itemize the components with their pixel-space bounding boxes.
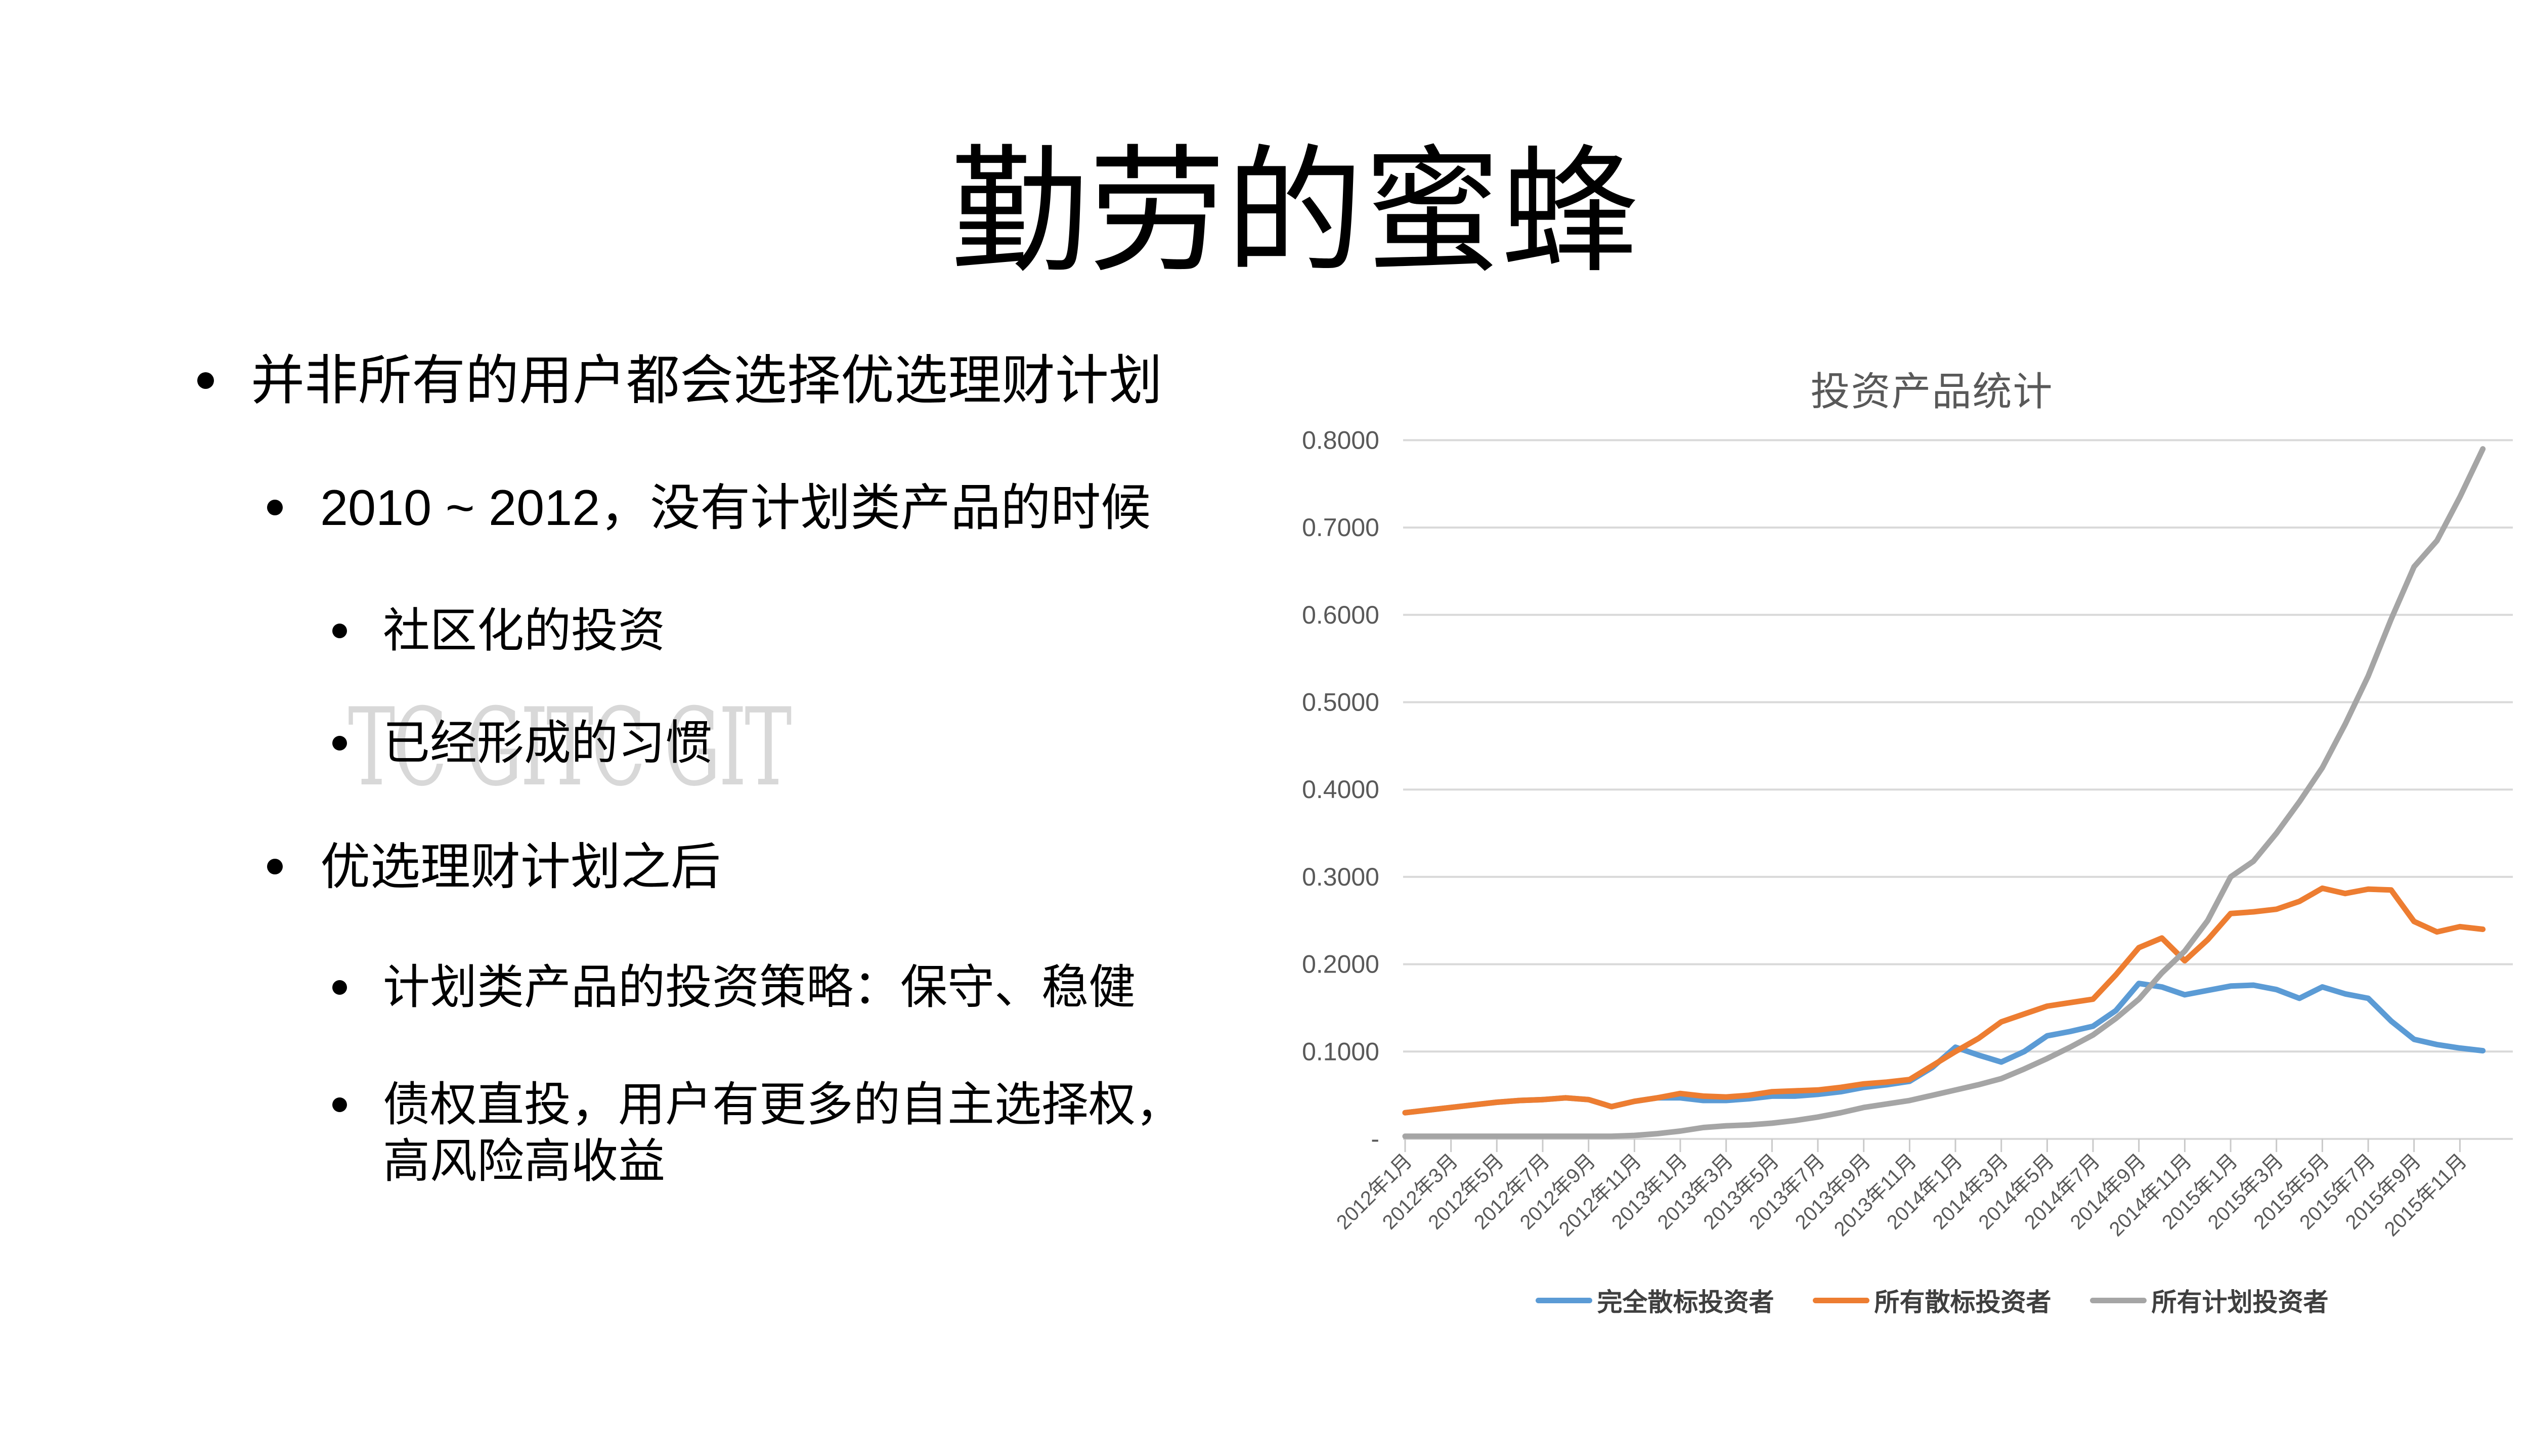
- legend-label: 所有计划投资者: [2151, 1288, 2329, 1316]
- y-axis-label: 0.2000: [1302, 950, 1379, 979]
- y-axis-label: 0.6000: [1302, 601, 1379, 629]
- legend-item: 所有计划投资者: [2089, 1282, 2329, 1318]
- y-axis-label: 0.8000: [1302, 426, 1379, 454]
- y-axis-label: 0.7000: [1302, 513, 1379, 542]
- bullet-dot-icon: [332, 1097, 347, 1112]
- legend-swatch: [1812, 1297, 1869, 1303]
- bullet-dot-icon: [332, 736, 347, 751]
- y-axis-label: 0.5000: [1302, 688, 1379, 717]
- watermark-text: TC GITC GIT: [348, 685, 792, 810]
- bullet-text: 社区化的投资: [383, 604, 665, 657]
- bullet-text: 债权直投，用户有更多的自主选择权，高风险高收益: [383, 1078, 1183, 1187]
- legend-item: 完全散标投资者: [1535, 1282, 1774, 1318]
- legend-swatch: [1535, 1297, 1592, 1303]
- bullet-dot-icon: [197, 372, 214, 389]
- chart-title: 投资产品统计: [1810, 369, 2054, 414]
- y-axis-label: 0.3000: [1302, 863, 1379, 891]
- bullet-item: 已经形成的习惯: [332, 715, 712, 772]
- investment-products-chart: 投资产品统计 0.8000 0.7000 0.6000 0.5000 0.4000 0.3…: [1275, 349, 2529, 1456]
- bullet-item: 优选理财计划之后: [267, 837, 721, 897]
- bullet-dot-icon: [332, 624, 347, 638]
- y-axis-label: 0.1000: [1302, 1037, 1379, 1066]
- bullet-dot-icon: [332, 980, 347, 995]
- legend-item: 所有散标投资者: [1812, 1282, 2052, 1318]
- bullet-item: 2010 ~ 2012，没有计划类产品的时候: [267, 478, 1151, 538]
- slide-title: 勤劳的蜜蜂: [950, 133, 1639, 292]
- legend-label: 完全散标投资者: [1597, 1288, 1774, 1316]
- bullet-text: 并非所有的用户都会选择优选理财计划: [251, 351, 1162, 411]
- bullet-text: 已经形成的习惯: [383, 717, 712, 769]
- bullet-item: 并非所有的用户都会选择优选理财计划: [197, 349, 1162, 413]
- series-line-所有散标投资者: [1402, 885, 2486, 1116]
- bullet-text: 计划类产品的投资策略：保守、稳健: [383, 961, 1136, 1013]
- bullet-item: 社区化的投资: [332, 603, 665, 659]
- bullet-text: 2010 ~ 2012，没有计划类产品的时候: [320, 479, 1151, 536]
- bullet-dot-icon: [267, 859, 283, 874]
- y-axis-label: 0.4000: [1302, 775, 1379, 804]
- series-line-所有计划投资者: [1402, 446, 2486, 1139]
- legend-swatch: [2089, 1297, 2147, 1303]
- bullet-item: 债权直投，用户有更多的自主选择权，高风险高收益: [332, 1077, 1215, 1189]
- bullet-item: 计划类产品的投资策略：保守、稳健: [332, 959, 1136, 1016]
- chart-legend: 完全散标投资者 所有散标投资者 所有计划投资者: [1275, 1282, 2529, 1318]
- legend-label: 所有散标投资者: [1874, 1288, 2052, 1316]
- bullet-dot-icon: [267, 500, 283, 515]
- chart-plot-area: 0.8000 0.7000 0.6000 0.5000 0.4000 0.3000 0.20…: [1302, 426, 2513, 1241]
- y-axis-label: -: [1371, 1125, 1379, 1153]
- bullet-text: 优选理财计划之后: [320, 839, 721, 895]
